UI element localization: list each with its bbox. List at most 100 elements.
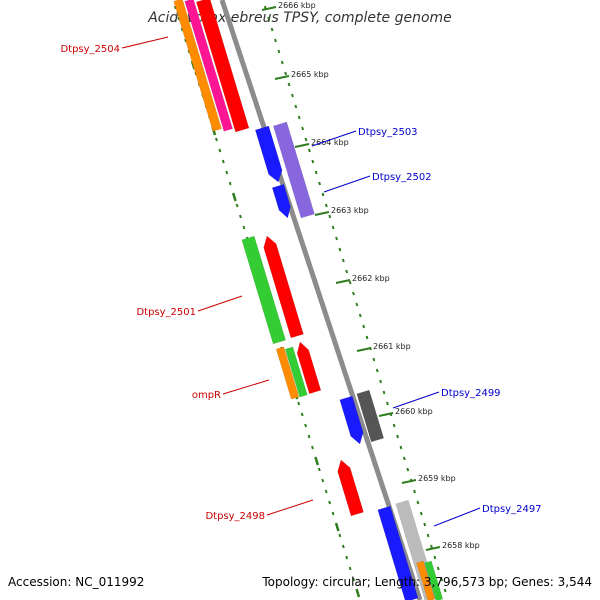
- right-track-tick: [375, 368, 379, 373]
- gene-arrow-orange: [275, 346, 300, 400]
- right-track-tick: [379, 379, 383, 384]
- right-track-tick: [311, 159, 315, 164]
- kbp-tick-mark: [261, 6, 277, 11]
- right-track-tick: [355, 302, 359, 307]
- gene-arrow-gray: [356, 389, 385, 443]
- right-track-tick: [358, 313, 362, 318]
- kbp-tick-mark: [401, 479, 417, 484]
- gene-label-leader: [266, 499, 314, 516]
- right-track-tick: [267, 16, 271, 21]
- kbp-label: 2666 kbp: [278, 1, 316, 10]
- gene-arrow-green: [424, 560, 444, 600]
- right-track-tick: [338, 247, 342, 252]
- kbp-tick-mark: [378, 412, 394, 417]
- kbp-label: 2664 kbp: [311, 138, 349, 147]
- right-track-tick: [328, 214, 332, 219]
- right-track-tick: [396, 434, 399, 439]
- right-track-tick: [324, 203, 328, 208]
- gene-label-leader: [392, 391, 440, 409]
- kbp-tick-mark: [356, 347, 372, 352]
- gene-arrow-orange: [416, 560, 436, 600]
- left-track-tick: [345, 555, 349, 560]
- gene-arrow-purple: [272, 121, 315, 219]
- right-track-tick: [433, 555, 437, 560]
- left-track-tick: [300, 412, 304, 417]
- left-track-tick: [304, 423, 308, 428]
- left-track-tick: [242, 225, 246, 230]
- left-track-tick: [239, 214, 242, 219]
- gene-arrow-blue: [377, 505, 419, 600]
- gene-label-leader: [197, 295, 243, 312]
- left-track-tick: [348, 566, 352, 571]
- left-track-tick: [177, 16, 181, 21]
- right-track-tick: [402, 456, 406, 461]
- kbp-label: 2665 kbp: [291, 70, 329, 79]
- right-track-tick: [365, 335, 369, 340]
- right-track-tick: [291, 93, 294, 98]
- gene-label: ompR: [192, 390, 221, 401]
- gene-arrow-blue: [271, 183, 291, 219]
- right-track-tick: [372, 357, 376, 362]
- right-track-tick: [385, 401, 389, 406]
- left-track-tick: [341, 544, 345, 549]
- kbp-tick-mark: [274, 75, 290, 80]
- kbp-label: 2661 kbp: [373, 342, 411, 351]
- right-track-tick: [436, 566, 440, 571]
- right-track-tick: [318, 181, 321, 186]
- right-track-tick: [280, 60, 284, 65]
- right-track-tick: [416, 500, 420, 505]
- right-track-tick: [331, 225, 335, 230]
- gene-label-leader: [323, 175, 371, 193]
- right-track-tick: [443, 588, 447, 593]
- right-track-tick: [423, 522, 427, 527]
- gene-label-leader: [222, 379, 270, 395]
- right-track-tick: [304, 137, 308, 142]
- left-track-tick: [215, 137, 218, 142]
- gene-arrow-blue: [254, 125, 283, 183]
- left-track-tick: [225, 170, 229, 175]
- left-track-tick: [355, 588, 361, 598]
- left-track-tick: [221, 159, 225, 164]
- gene-arrow-red: [195, 0, 250, 133]
- gene-label: Dtpsy_2498: [205, 511, 265, 522]
- right-track-tick: [348, 280, 352, 285]
- right-track-tick: [345, 269, 349, 274]
- gene-arrow-red: [296, 341, 322, 395]
- gene-label-leader: [433, 507, 481, 527]
- right-track-tick: [277, 49, 281, 54]
- kbp-label: 2663 kbp: [331, 206, 369, 215]
- left-track-tick: [311, 445, 314, 450]
- right-track-tick: [341, 258, 345, 263]
- right-track-tick: [382, 390, 386, 395]
- right-track-tick: [392, 423, 396, 428]
- right-track-tick: [314, 170, 318, 175]
- left-track-tick: [314, 456, 320, 466]
- right-track-tick: [297, 115, 301, 120]
- gene-label: Dtpsy_2504: [60, 44, 120, 55]
- topology-text: Topology: circular; Length: 3,796,573 bp…: [262, 575, 592, 589]
- right-track-tick: [287, 82, 291, 87]
- right-track-tick: [426, 533, 430, 538]
- right-track-tick: [413, 489, 416, 494]
- right-track-tick: [362, 324, 366, 329]
- right-track-tick: [399, 445, 403, 450]
- kbp-tick-mark: [294, 143, 310, 148]
- left-track-tick: [173, 5, 177, 10]
- left-track-tick: [324, 489, 328, 494]
- kbp-label: 2659 kbp: [418, 474, 456, 483]
- gene-label-leader: [311, 130, 357, 147]
- gene-label: Dtpsy_2503: [358, 127, 418, 138]
- left-track-tick: [338, 533, 342, 538]
- left-track-tick: [321, 478, 325, 483]
- gene-arrow-pink: [184, 0, 233, 132]
- left-track-tick: [334, 522, 340, 532]
- gene-arrow-green: [284, 346, 308, 398]
- genome-backbone: [219, 0, 423, 600]
- right-track-tick: [307, 148, 311, 153]
- right-track-tick: [274, 38, 277, 43]
- right-track-tick: [352, 291, 355, 296]
- left-track-tick: [297, 401, 301, 406]
- right-track-tick: [430, 544, 433, 549]
- gene-label-leader: [121, 36, 169, 49]
- kbp-tick-mark: [335, 279, 351, 284]
